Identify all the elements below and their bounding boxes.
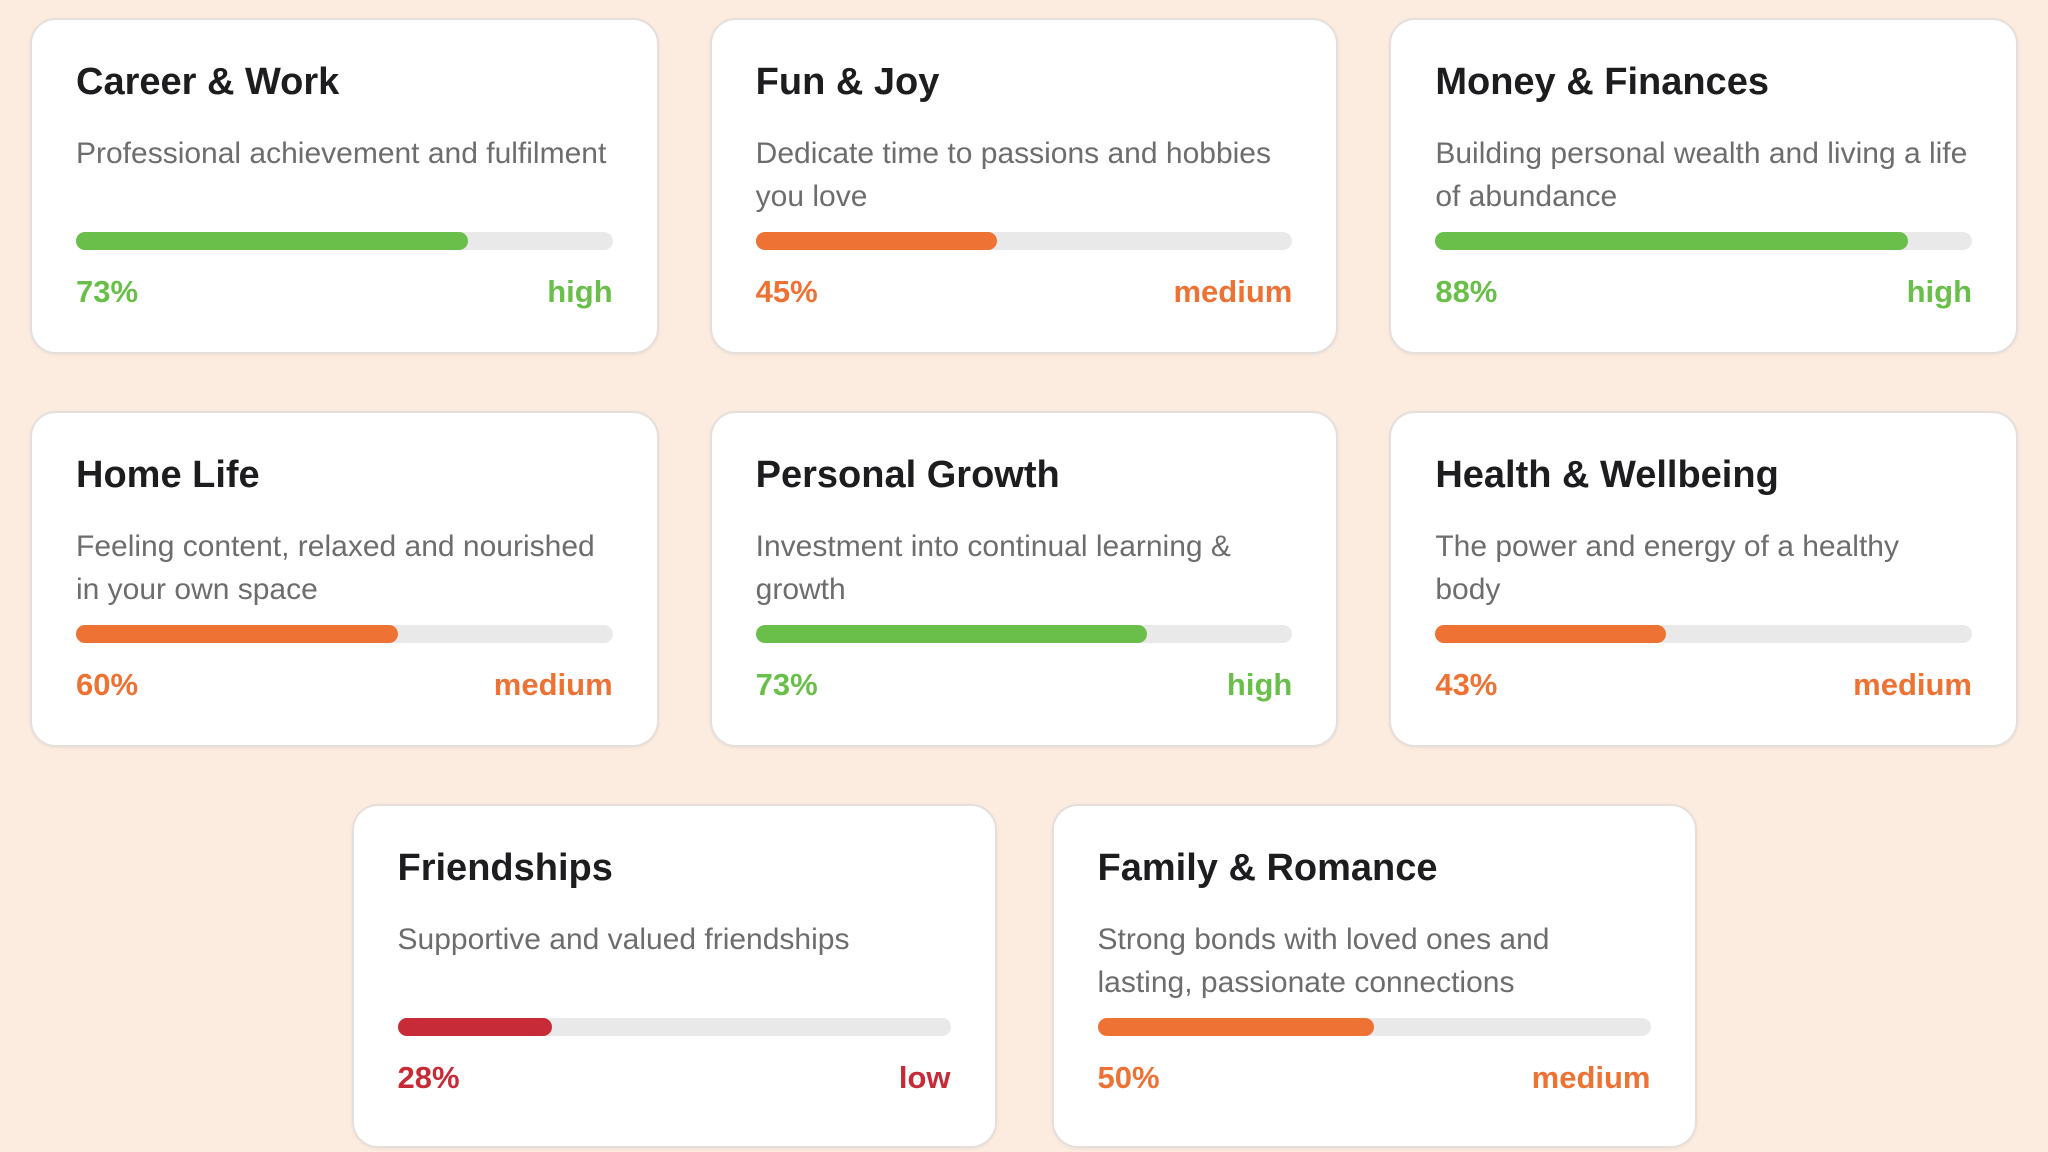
category-card[interactable]: Friendships Supportive and valued friend… xyxy=(351,804,997,1148)
progress-fill xyxy=(1435,232,1908,250)
category-description: Feeling content, relaxed and nourished i… xyxy=(76,529,595,607)
progress-track xyxy=(76,625,613,643)
progress-track xyxy=(76,232,613,250)
category-card[interactable]: Career & Work Professional achievement a… xyxy=(30,18,659,354)
level-label: low xyxy=(898,1060,951,1095)
category-card[interactable]: Personal Growth Investment into continua… xyxy=(709,411,1339,747)
category-description: Supportive and valued friendships xyxy=(397,922,850,956)
level-label: medium xyxy=(1531,1060,1651,1095)
level-label: high xyxy=(1226,667,1293,702)
progress-fill xyxy=(76,232,468,250)
category-title: Family & Romance xyxy=(1097,847,1438,889)
percent-label: 60% xyxy=(76,667,139,702)
progress-meta: 43% medium xyxy=(1435,667,1972,703)
card-row-3: Friendships Supportive and valued friend… xyxy=(30,804,2018,1148)
percent-label: 88% xyxy=(1435,274,1498,309)
card-row-1: Career & Work Professional achievement a… xyxy=(30,18,2018,354)
percent-label: 43% xyxy=(1435,667,1498,702)
progress-track xyxy=(1097,1018,1651,1036)
progress-fill xyxy=(1097,1018,1374,1036)
category-description: Dedicate time to passions and hobbies yo… xyxy=(755,136,1271,214)
category-card[interactable]: Fun & Joy Dedicate time to passions and … xyxy=(709,18,1339,354)
progress-fill xyxy=(755,232,998,250)
category-title: Fun & Joy xyxy=(755,61,940,103)
level-label: high xyxy=(1906,274,1972,309)
progress-track xyxy=(755,232,1293,250)
progress-meta: 28% low xyxy=(398,1060,951,1096)
progress-meta: 60% medium xyxy=(76,667,613,703)
category-description: Building personal wealth and living a li… xyxy=(1435,136,1968,214)
percent-label: 50% xyxy=(1097,1060,1160,1095)
category-description: Professional achievement and fulfilment xyxy=(76,136,607,170)
progress-fill xyxy=(76,625,398,643)
card-row-2: Home Life Feeling content, relaxed and n… xyxy=(30,411,2018,747)
category-card[interactable]: Health & Wellbeing The power and energy … xyxy=(1389,411,2018,747)
category-card[interactable]: Family & Romance Strong bonds with loved… xyxy=(1051,804,1697,1148)
category-title: Career & Work xyxy=(76,61,340,103)
level-label: medium xyxy=(1853,667,1972,702)
progress-meta: 50% medium xyxy=(1098,1060,1651,1096)
progress-fill xyxy=(1435,625,1667,643)
category-description: The power and energy of a healthy body xyxy=(1435,529,1899,607)
progress-fill xyxy=(755,625,1148,643)
progress-meta: 73% high xyxy=(76,274,613,310)
progress-meta: 88% high xyxy=(1435,274,1972,310)
category-description: Strong bonds with loved ones and lasting… xyxy=(1097,922,1550,1000)
category-title: Health & Wellbeing xyxy=(1435,454,1779,496)
category-title: Personal Growth xyxy=(755,454,1060,496)
category-description: Investment into continual learning & gro… xyxy=(755,529,1231,607)
level-label: medium xyxy=(493,667,613,702)
level-label: high xyxy=(547,274,613,309)
progress-track xyxy=(1435,625,1972,643)
category-title: Home Life xyxy=(76,454,260,496)
progress-track xyxy=(755,625,1293,643)
progress-meta: 45% medium xyxy=(756,274,1293,310)
progress-track xyxy=(1435,232,1972,250)
category-title: Friendships xyxy=(397,847,613,889)
percent-label: 73% xyxy=(76,274,139,309)
percent-label: 73% xyxy=(755,667,818,702)
percent-label: 45% xyxy=(755,274,818,309)
progress-meta: 73% high xyxy=(756,667,1293,703)
progress-track xyxy=(397,1018,951,1036)
category-card[interactable]: Home Life Feeling content, relaxed and n… xyxy=(30,411,659,747)
percent-label: 28% xyxy=(397,1060,460,1095)
level-label: medium xyxy=(1173,274,1293,309)
category-title: Money & Finances xyxy=(1435,61,1769,103)
progress-fill xyxy=(397,1018,553,1036)
category-card[interactable]: Money & Finances Building personal wealt… xyxy=(1389,18,2018,354)
